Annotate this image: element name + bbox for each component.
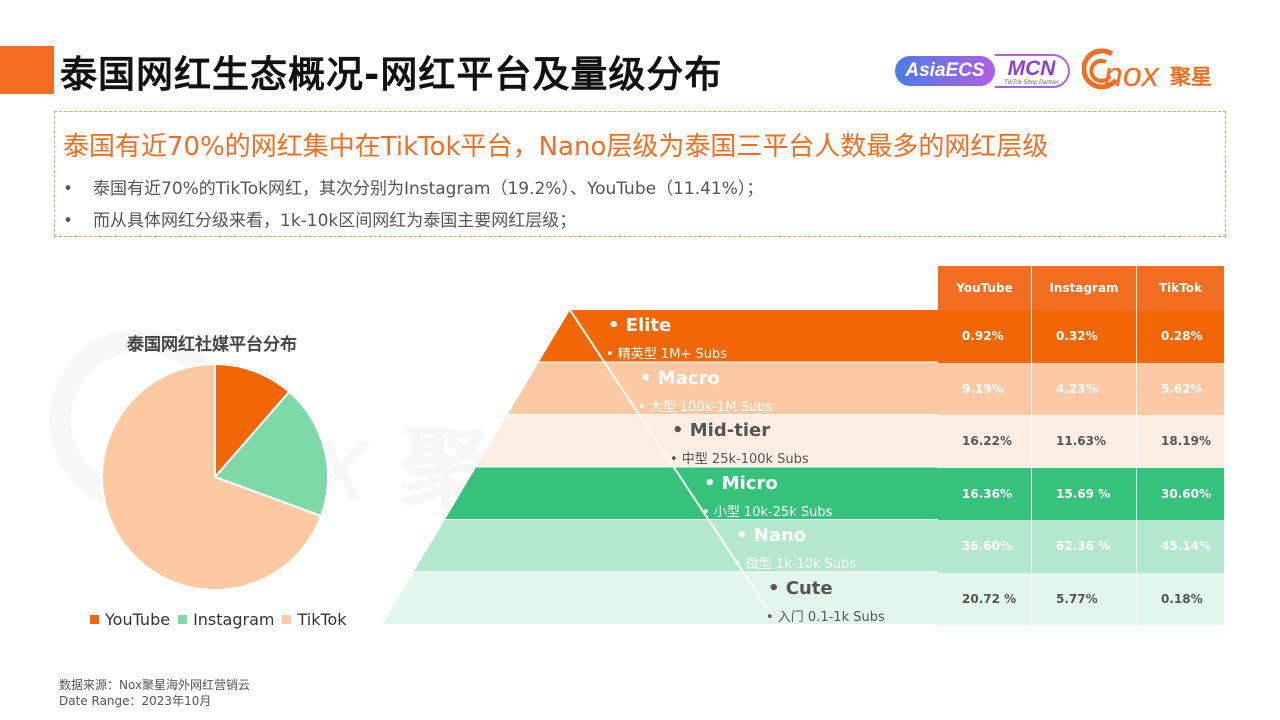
table-cell: 11.63% (1032, 415, 1137, 468)
table-cell: 0.18% (1137, 572, 1225, 625)
legend-item-instagram: Instagram (178, 610, 274, 629)
legend-item-youtube: YouTube (90, 610, 170, 629)
date-range: Date Range：2023年10月 (59, 694, 212, 708)
tier-band-mid-tier (476, 415, 938, 468)
table-cell: 9.19% (938, 362, 1032, 415)
pyramid-diagonal (569, 310, 781, 629)
tier-subtitle-mid-tier: • 中型 25k-100k Subs (670, 452, 809, 467)
pie-legend: YouTube Instagram TikTok (90, 610, 347, 629)
summary-box: 泰国有近70%的网红集中在TikTok平台，Nano层级为泰国三平台人数最多的网… (54, 111, 1226, 237)
tier-name-macro: • Macro (640, 367, 720, 389)
table-cell: 16.22% (938, 415, 1032, 468)
table-cell: 5.62% (1137, 362, 1225, 415)
page-title: 泰国网红生态概况-网红平台及量级分布 (60, 53, 723, 96)
table-cell: 20.72 % (938, 572, 1032, 625)
pie-chart-title: 泰国网红社媒平台分布 (127, 335, 297, 355)
tier-name-nano: • Nano (736, 525, 807, 546)
tier-subtitle-micro: • 小型 10k-25k Subs (702, 504, 833, 520)
pie-chart (101, 362, 329, 591)
pie-slice-instagram (213, 390, 329, 518)
tier-subtitle-elite: • 精英型 1M+ Subs (606, 347, 727, 362)
title-accent-bar (0, 46, 54, 94)
column-header-youtube: YouTube (938, 266, 1032, 310)
mcn-logo: MCN TikTok Shop Partner (995, 54, 1070, 88)
footer: 数据来源：Nox聚星海外网红营销云 Date Range：2023年10月 (59, 677, 250, 709)
column-header-instagram: Instagram (1032, 266, 1137, 310)
pie-slice-youtube (214, 362, 291, 480)
tier-name-cute: • Cute (768, 577, 833, 599)
summary-bullet: • 而从具体网红分级来看，1k-10k区间网红为泰国主要网红层级； (63, 211, 577, 231)
table-cell: 5.77% (1032, 572, 1137, 625)
asiaecs-logo: AsiaECS (895, 56, 995, 86)
tier-subtitle-macro: • 大型 100k-1M Subs (638, 399, 773, 415)
column-header-tiktok: TikTok (1137, 266, 1225, 310)
table-cell: 16.36% (938, 467, 1032, 520)
tier-subtitle-cute: • 入门 0.1-1k Subs (766, 609, 885, 625)
tier-band-nano (413, 520, 938, 573)
tier-band-cute (382, 572, 938, 625)
summary-headline: 泰国有近70%的网红集中在TikTok平台，Nano层级为泰国三平台人数最多的网… (63, 132, 1049, 162)
table-cell: 18.19% (1137, 415, 1225, 468)
table-cell: 0.28% (1137, 310, 1225, 363)
tier-subtitle-nano: • 微型 1k-10k Subs (734, 557, 857, 572)
tier-name-mid-tier: • Mid-tier (672, 420, 771, 441)
data-source: 数据来源：Nox聚星海外网红营销云 (59, 678, 251, 692)
table-cell: 0.92% (938, 310, 1032, 363)
table-cell: 62.36 % (1032, 520, 1137, 573)
pie-slice-tiktok (101, 362, 323, 591)
tier-name-elite: • Elite (608, 315, 672, 336)
summary-bullet: • 泰国有近70%的TikTok网红，其次分别为Instagram（19.2%）、… (63, 179, 764, 199)
tier-name-micro: • Micro (704, 472, 778, 494)
nox-logo-icon (1082, 48, 1118, 90)
legend-item-tiktok: TikTok (282, 610, 347, 629)
table-cell: 36.60% (938, 520, 1032, 573)
table-cell: 30.60% (1137, 467, 1225, 520)
tier-band-elite (538, 310, 938, 363)
table-cell: 4.23% (1032, 362, 1137, 415)
nox-logo: nox 聚星 (1082, 44, 1232, 94)
tier-band-macro (507, 362, 938, 415)
table-cell: 45.14% (1137, 520, 1225, 573)
tier-pyramid (382, 310, 938, 629)
table-cell: 0.32% (1032, 310, 1137, 363)
table-cell: 15.69 % (1032, 467, 1137, 520)
